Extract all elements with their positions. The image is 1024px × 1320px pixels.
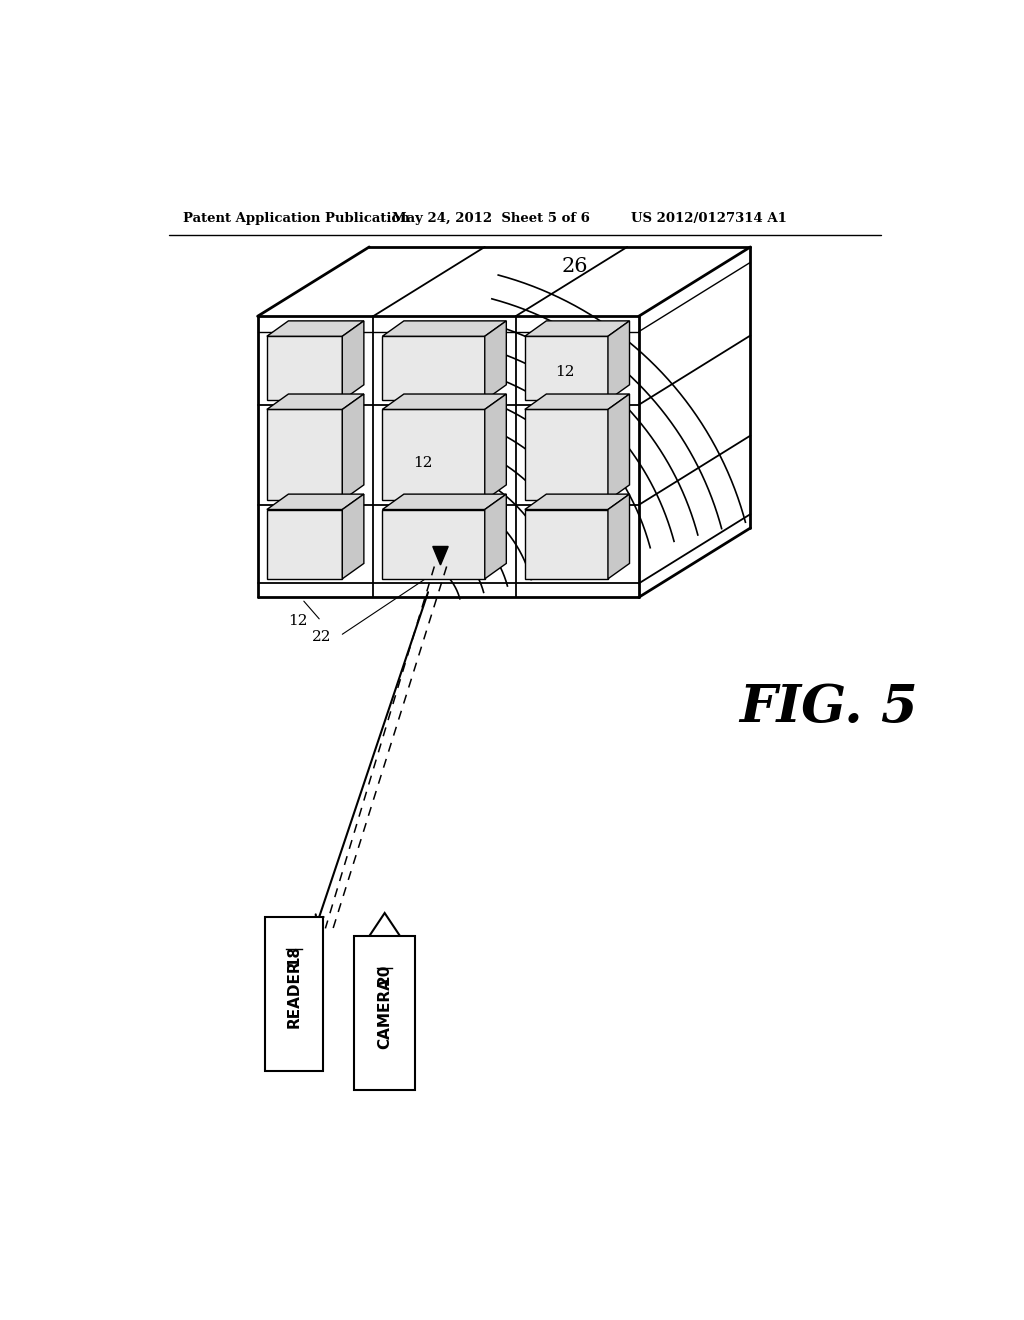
- Polygon shape: [524, 510, 608, 578]
- Polygon shape: [382, 494, 506, 510]
- Polygon shape: [484, 494, 506, 578]
- Text: 12: 12: [414, 455, 433, 470]
- Text: 18: 18: [287, 945, 302, 966]
- Text: 22: 22: [311, 630, 331, 644]
- Polygon shape: [267, 321, 364, 337]
- Polygon shape: [608, 321, 630, 400]
- Polygon shape: [484, 321, 506, 400]
- Polygon shape: [433, 546, 449, 565]
- Polygon shape: [370, 913, 400, 936]
- Polygon shape: [484, 395, 506, 500]
- Polygon shape: [267, 494, 364, 510]
- Polygon shape: [524, 395, 630, 409]
- Text: 12: 12: [555, 366, 574, 379]
- Polygon shape: [342, 395, 364, 500]
- Text: US 2012/0127314 A1: US 2012/0127314 A1: [631, 213, 786, 224]
- Bar: [265, 917, 323, 1071]
- Text: 26: 26: [562, 256, 589, 276]
- Polygon shape: [608, 395, 630, 500]
- Text: CAMERA: CAMERA: [377, 977, 392, 1049]
- Polygon shape: [382, 510, 484, 578]
- Text: READER: READER: [287, 960, 302, 1028]
- Polygon shape: [524, 494, 630, 510]
- Polygon shape: [524, 337, 608, 400]
- Polygon shape: [267, 395, 364, 409]
- Bar: [354, 936, 416, 1090]
- Polygon shape: [382, 321, 506, 337]
- Polygon shape: [342, 494, 364, 578]
- Polygon shape: [267, 409, 342, 500]
- Polygon shape: [608, 494, 630, 578]
- Text: Patent Application Publication: Patent Application Publication: [183, 213, 410, 224]
- Polygon shape: [524, 409, 608, 500]
- Text: FIG. 5: FIG. 5: [739, 682, 918, 733]
- Polygon shape: [524, 321, 630, 337]
- Polygon shape: [267, 510, 342, 578]
- Text: May 24, 2012  Sheet 5 of 6: May 24, 2012 Sheet 5 of 6: [392, 213, 590, 224]
- Polygon shape: [382, 395, 506, 409]
- Polygon shape: [342, 321, 364, 400]
- Text: 12: 12: [289, 614, 308, 628]
- Text: 20: 20: [377, 964, 392, 985]
- Polygon shape: [382, 409, 484, 500]
- Polygon shape: [267, 337, 342, 400]
- Polygon shape: [382, 337, 484, 400]
